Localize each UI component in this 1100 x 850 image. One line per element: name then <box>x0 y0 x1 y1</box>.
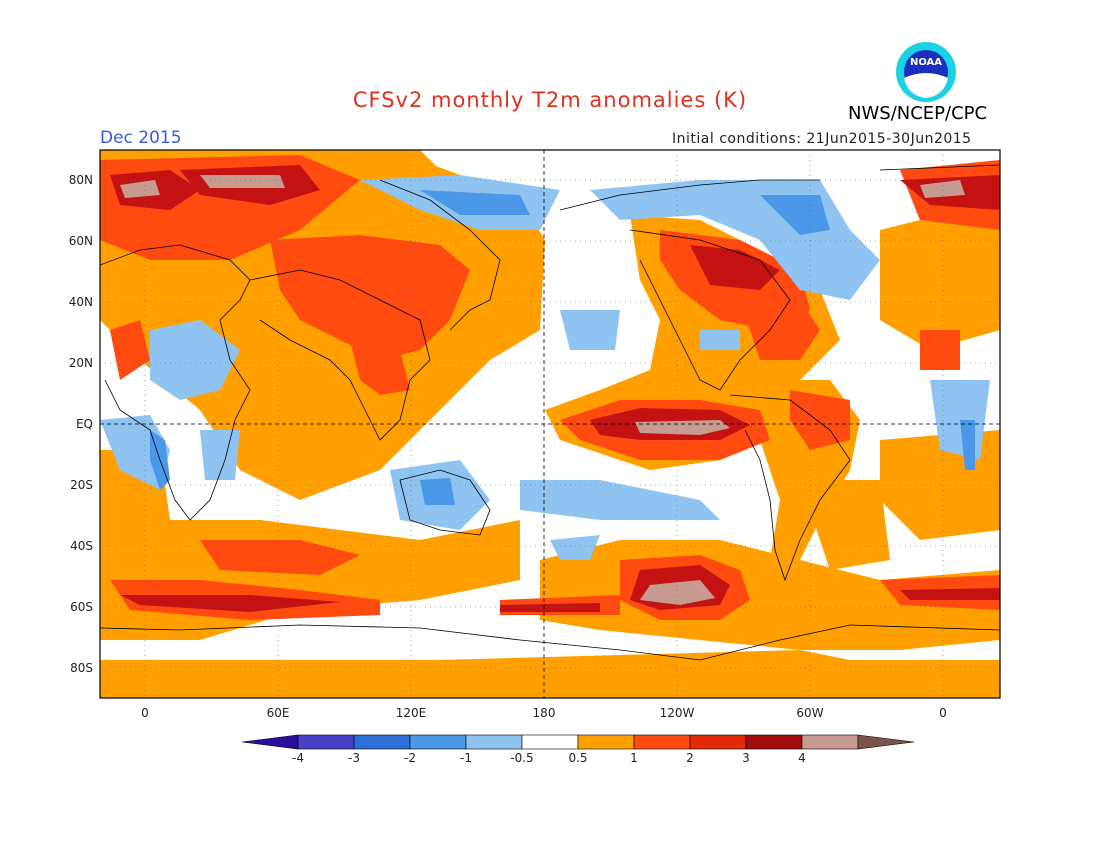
lon-label: 180 <box>533 706 556 720</box>
colorbar-label: -2 <box>404 751 416 765</box>
colorbar: -4 -3 -2 -1 -0.5 0.5 1 2 3 4 <box>241 734 915 765</box>
colorbar-label: 0.5 <box>568 751 587 765</box>
colorbar-segment <box>689 734 747 750</box>
lon-label: 60W <box>796 706 823 720</box>
lon-label: 120E <box>396 706 427 720</box>
map-title: CFSv2 monthly T2m anomalies (K) <box>352 88 748 112</box>
colorbar-label: 2 <box>686 751 694 765</box>
lat-label: 20N <box>69 356 93 370</box>
lat-label: 40S <box>70 539 93 553</box>
lat-label: 20S <box>70 478 93 492</box>
colorbar-segment <box>577 734 635 750</box>
colorbar-label: 4 <box>798 751 806 765</box>
lon-label: 60E <box>267 706 290 720</box>
lat-label: 80N <box>69 173 93 187</box>
colorbar-segment <box>353 734 411 750</box>
colorbar-segment <box>297 734 355 750</box>
lon-label: 0 <box>939 706 947 720</box>
colorbar-label: 3 <box>742 751 750 765</box>
noaa-logo-icon: NOAA <box>896 42 956 102</box>
colorbar-label: -4 <box>292 751 304 765</box>
lat-label: 80S <box>70 661 93 675</box>
colorbar-label: 1 <box>630 751 638 765</box>
colorbar-arrow-right <box>857 734 915 750</box>
logo-text: NOAA <box>910 57 942 68</box>
lon-labels: 0 60E 120E 180 120W 60W 0 <box>141 706 947 720</box>
grid-lines <box>100 150 1000 698</box>
colorbar-segment <box>633 734 691 750</box>
lat-label: 60N <box>69 234 93 248</box>
colorbar-segment <box>745 734 803 750</box>
lat-label: 60S <box>70 600 93 614</box>
colorbar-label: -3 <box>348 751 360 765</box>
initial-conditions-label: Initial conditions: 21Jun2015-30Jun2015 <box>672 131 972 147</box>
anomaly-shading-blue <box>150 190 975 505</box>
colorbar-segment <box>801 734 859 750</box>
valid-month-label: Dec 2015 <box>100 128 182 148</box>
organization-label: NWS/NCEP/CPC <box>848 103 988 124</box>
lat-label: EQ <box>76 417 93 431</box>
colorbar-segment <box>465 734 523 750</box>
colorbar-segment <box>521 734 579 750</box>
lat-label: 40N <box>69 295 93 309</box>
colorbar-arrow-left <box>241 734 299 750</box>
colorbar-label: -0.5 <box>510 751 533 765</box>
lon-label: 0 <box>141 706 149 720</box>
lat-labels: 80N 60N 40N 20N EQ 20S 40S 60S 80S <box>69 173 93 675</box>
colorbar-label: -1 <box>460 751 472 765</box>
anomaly-shading-rose <box>120 175 965 605</box>
lon-label: 120W <box>660 706 695 720</box>
colorbar-segment <box>409 734 467 750</box>
